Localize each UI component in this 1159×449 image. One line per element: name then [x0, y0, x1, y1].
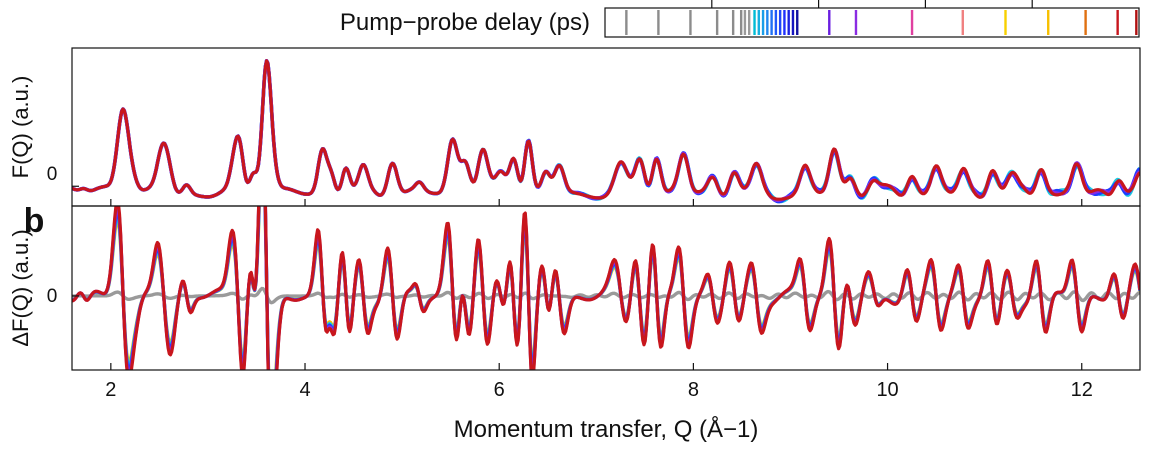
panel-a-series: [72, 59, 1140, 204]
legend-colorbar-lines: [625, 10, 1138, 35]
panel-b-ytick-0: 0: [47, 286, 58, 307]
x-tick-label-6: 6: [494, 379, 505, 401]
panel-a-xticks: [72, 185, 1083, 206]
x-tick-label-2: 2: [105, 379, 116, 401]
x-tick-labels: 2 4 6 8 10 12: [105, 379, 1093, 401]
legend-label: Pump−probe delay (ps): [340, 9, 590, 36]
legend-top-ticks: [711, 0, 1033, 8]
panel-a-series-blue: [72, 59, 1140, 204]
panel-b-series: [72, 206, 1140, 370]
x-axis-label: Momentum transfer, Q (Å−1): [454, 415, 759, 443]
panel-b-xticks: [72, 295, 1083, 370]
legend-colorbar-frame: [604, 7, 1140, 38]
panel-a: F(Q) (a.u.) 0: [8, 47, 1141, 207]
panel-a-ytick-0: 0: [47, 164, 58, 185]
panel-b-series-late-delays: [72, 206, 1140, 370]
x-tick-label-4: 4: [299, 379, 310, 401]
x-tick-label-12: 12: [1071, 379, 1093, 401]
x-tick-label-10: 10: [876, 379, 898, 401]
panel-a-series-cyan: [72, 59, 1140, 204]
panel-b-label: b: [24, 202, 45, 240]
panel-a-ylabel: F(Q) (a.u.): [8, 76, 33, 179]
panel-b-frame: [71, 205, 1141, 371]
delay-legend: Pump−probe delay (ps): [340, 0, 1140, 38]
panel-a-series-violet: [72, 59, 1140, 202]
panel-a-series-late-delays: [72, 59, 1140, 201]
panel-a-series-early-delays: [72, 59, 1140, 202]
x-tick-label-8: 8: [688, 379, 699, 401]
panel-b: b ΔF(Q) (a.u.) 0 2 4 6 8 10 12 Momentum trans…: [8, 202, 1141, 443]
panel-a-frame: [71, 47, 1141, 207]
panel-b-ylabel: ΔF(Q) (a.u.): [8, 229, 33, 346]
